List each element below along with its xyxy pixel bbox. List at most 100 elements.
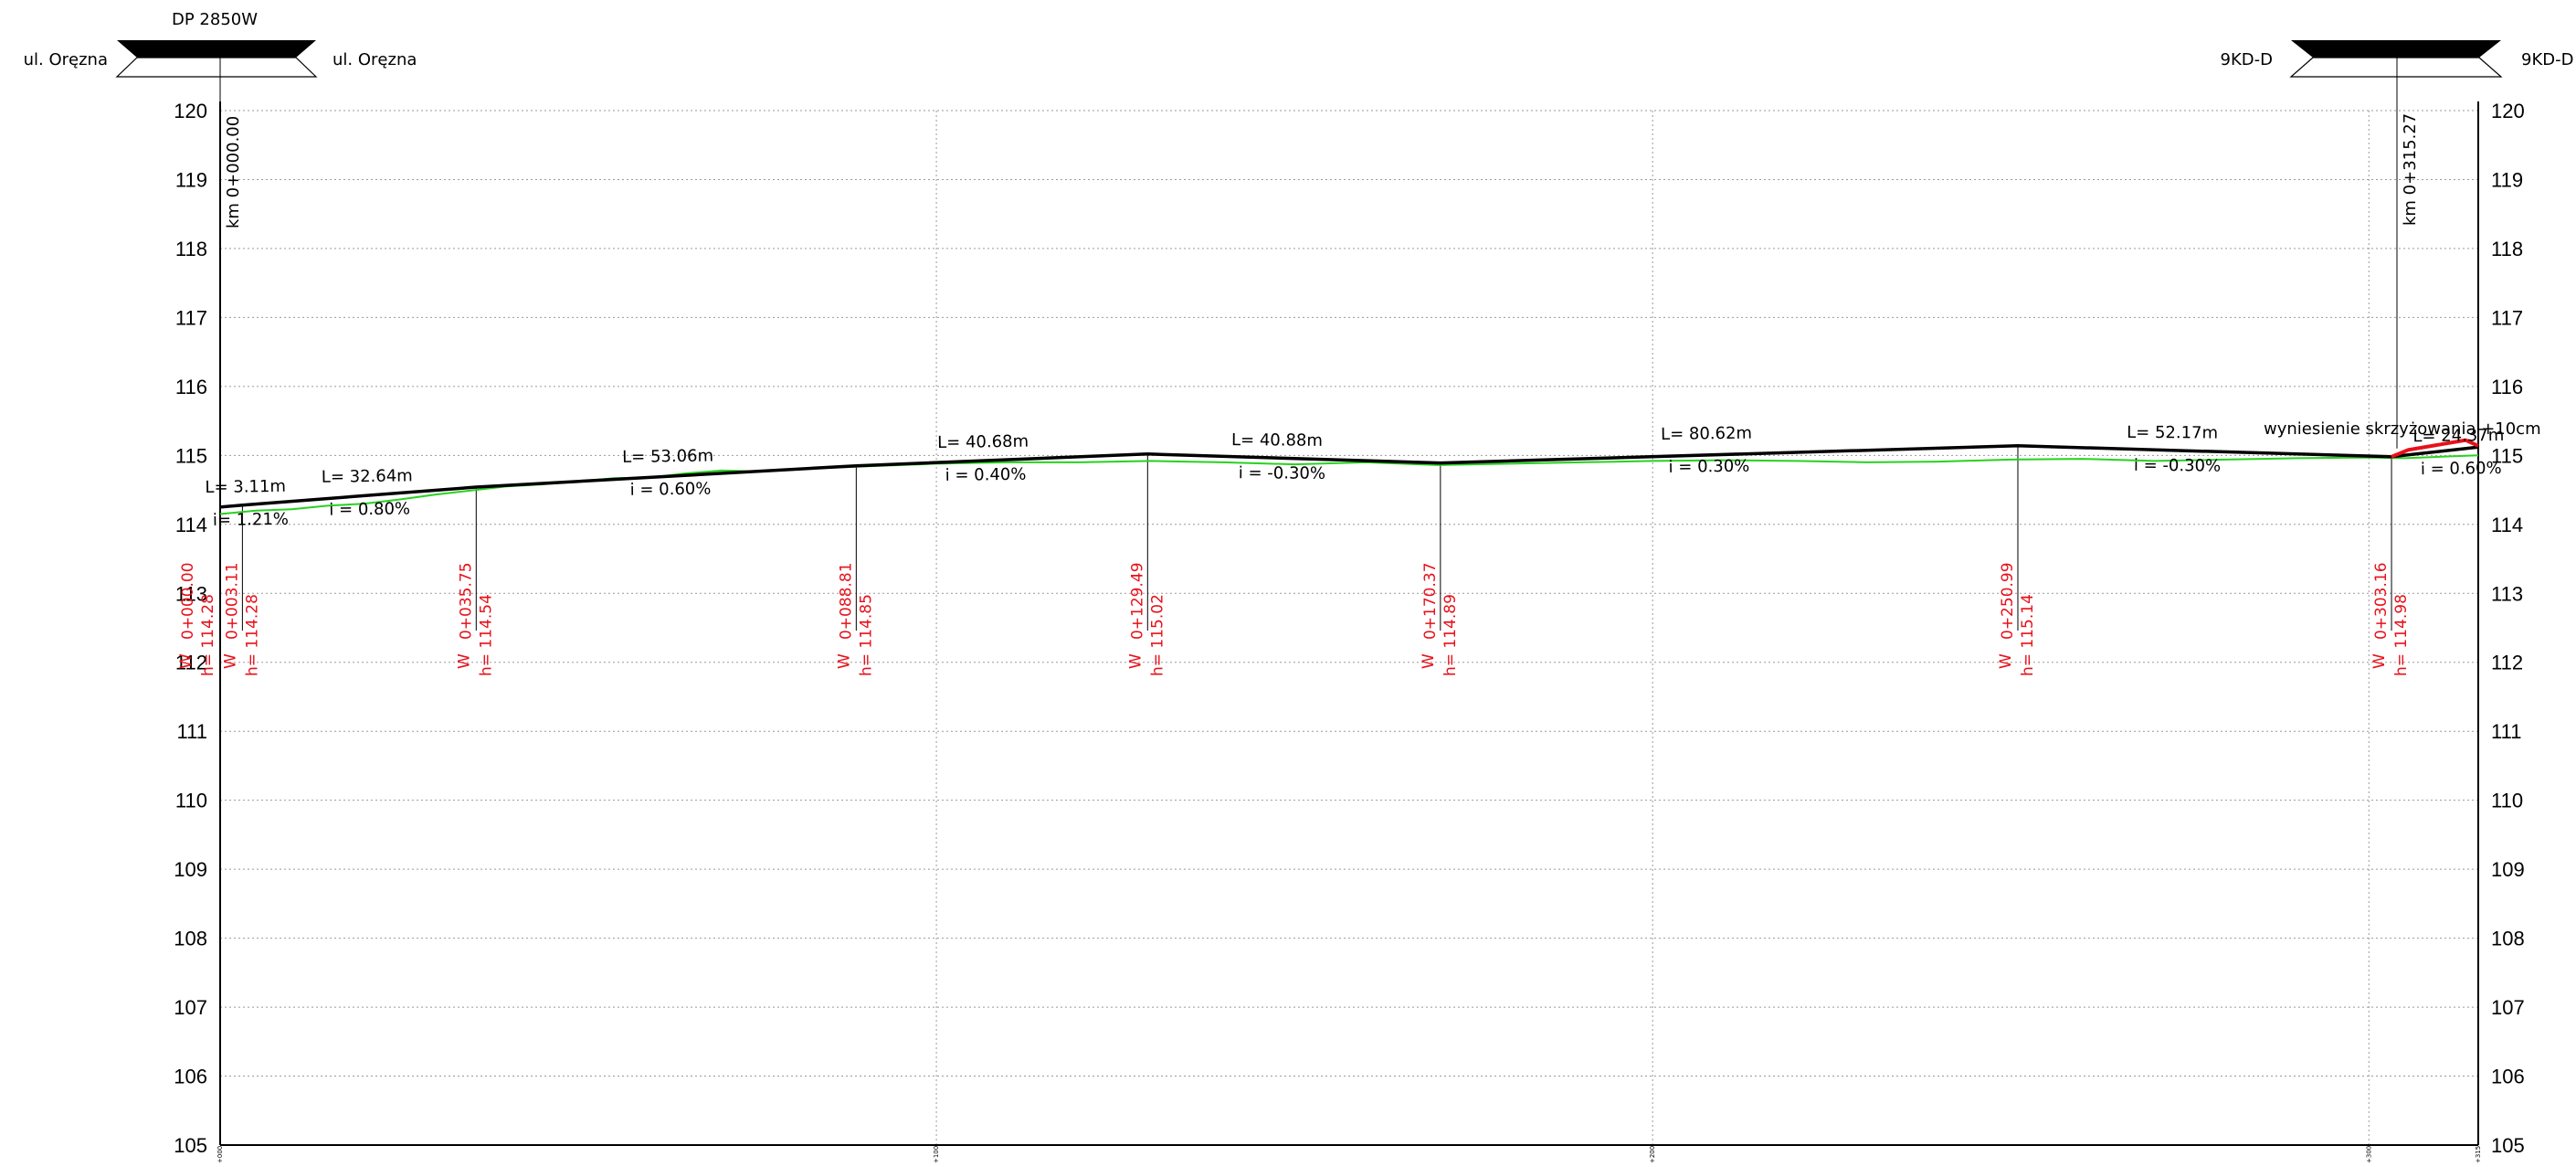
segment-grade-label: i = 0.80% <box>329 499 410 519</box>
segment-length-label: L= 52.17m <box>2127 423 2218 443</box>
vertex-chainage-label: 0+088.81 <box>837 562 855 640</box>
vertex-elevation-label: h= 114.89 <box>1441 594 1460 676</box>
left-street-right: ul. Oręzna <box>333 50 417 69</box>
vertex-chainage-label: 0+129.49 <box>1128 562 1146 640</box>
segment-grade-label: i= 1.21% <box>213 510 289 530</box>
y-tick-label-left: 107 <box>174 996 207 1019</box>
left-intersection-symbol: DP 2850W ul. Oręzna ul. Oręzna <box>24 10 417 78</box>
vertex-letter: W <box>1126 653 1145 669</box>
segment-length-label: L= 24.37m <box>2412 426 2504 446</box>
vertex-letter: W <box>177 653 195 669</box>
segment-length-label: L= 80.62m <box>1661 424 1752 444</box>
vertex-letter: W <box>221 653 239 669</box>
vertex-letter: W <box>835 653 853 669</box>
vertex-chainage-label: 0+000.00 <box>179 562 197 640</box>
segment-grade-label: i = 0.40% <box>945 465 1027 485</box>
segment-length-label: L= 40.88m <box>1231 430 1323 451</box>
vertex-chainage-label: 0+303.16 <box>2372 562 2391 640</box>
y-tick-label-right: 111 <box>2491 720 2521 743</box>
vertex-elevation-label: h= 114.28 <box>243 594 261 676</box>
segment-grade-label: i = -0.30% <box>2134 456 2221 476</box>
y-tick-label-left: 114 <box>175 514 207 536</box>
vertex-elevation-label: h= 115.02 <box>1148 594 1167 676</box>
y-tick-label-left: 109 <box>174 858 207 881</box>
terrain-line-group <box>219 454 2479 515</box>
left-intersection-name: DP 2850W <box>172 10 258 29</box>
x-tick-label: +300 <box>2365 1146 2372 1163</box>
axes: 105 105 106 106 107 107 108 108 109 109 110 110 111 1… <box>174 58 2525 1163</box>
segment-length-label: L= 53.06m <box>622 446 713 466</box>
grid <box>220 110 2478 1145</box>
segment-grade-label: i = -0.30% <box>1239 463 1325 483</box>
vertex-elevation-label: h= 114.85 <box>857 594 875 676</box>
vertex-letter: W <box>1420 653 1438 669</box>
y-tick-label-right: 116 <box>2491 376 2523 398</box>
y-tick-label-left: 120 <box>174 100 207 122</box>
vertex-letter: W <box>455 653 473 669</box>
y-tick-label-right: 114 <box>2491 514 2523 536</box>
y-tick-label-left: 117 <box>175 306 207 329</box>
x-tick-label: +000 <box>216 1146 224 1163</box>
y-tick-label-right: 120 <box>2491 100 2525 122</box>
segment-length-label: L= 3.11m <box>205 477 286 497</box>
y-tick-label-right: 110 <box>2491 790 2523 812</box>
x-tick-label: +315 <box>2475 1146 2482 1163</box>
y-tick-label-left: 118 <box>175 238 207 260</box>
x-tick-label: +200 <box>1649 1146 1656 1163</box>
vertex-elevation-label: h= 114.98 <box>2392 594 2411 676</box>
right-street-right: 9KD-D <box>2521 50 2573 69</box>
right-intersection-bottom-bar <box>2289 57 2503 78</box>
y-tick-label-right: 107 <box>2491 996 2525 1019</box>
left-street-left: ul. Oręzna <box>24 50 108 69</box>
y-tick-label-left: 106 <box>174 1066 207 1088</box>
chainage-label: km 0+315.27 <box>2401 113 2420 226</box>
vertex-labels: W0+000.00 h= 114.28 W0+003.11 h= 114.28 W0+0… <box>177 562 2411 676</box>
right-intersection-top-bar <box>2291 40 2501 58</box>
right-intersection-symbol: 9KD-D 9KD-D <box>2221 40 2573 78</box>
y-tick-label-right: 118 <box>2491 238 2523 260</box>
y-tick-label-right: 106 <box>2491 1066 2525 1088</box>
vertex-letter: W <box>2370 653 2389 669</box>
vertex-elevation-label: h= 114.54 <box>477 594 495 676</box>
y-tick-label-left: 108 <box>174 928 207 950</box>
vertex-letter: W <box>1997 653 2015 669</box>
vertex-leaders <box>219 445 2392 631</box>
raised-intersection-line <box>2391 438 2479 459</box>
vertex-chainage-label: 0+003.11 <box>223 562 241 640</box>
y-tick-label-left: 111 <box>177 720 207 743</box>
right-street-left: 9KD-D <box>2221 50 2273 69</box>
y-tick-label-right: 115 <box>2491 444 2523 467</box>
design-grade-line-group <box>219 438 2479 509</box>
vertex-chainage-label: 0+250.99 <box>1999 562 2017 640</box>
y-tick-label-left: 110 <box>175 790 207 812</box>
y-tick-label-right: 109 <box>2491 858 2525 881</box>
y-tick-label-right: 108 <box>2491 928 2525 950</box>
x-tick-label: +100 <box>933 1146 940 1163</box>
segment-length-label: L= 40.68m <box>937 432 1029 452</box>
y-tick-label-right: 105 <box>2491 1134 2525 1157</box>
y-tick-label-right: 112 <box>2491 652 2523 674</box>
segment-grade-label: i = 0.60% <box>2421 459 2502 479</box>
y-tick-label-left: 105 <box>174 1134 207 1157</box>
vertex-chainage-label: 0+170.37 <box>1421 562 1440 640</box>
y-tick-label-left: 119 <box>175 168 207 191</box>
vertex-chainage-label: 0+035.75 <box>457 562 475 640</box>
vertex-elevation-label: h= 114.28 <box>199 594 217 676</box>
y-tick-label-left: 113 <box>175 582 207 605</box>
raised-intersection-annotation: wyniesienie skrzyżowania +10cm <box>2264 419 2541 439</box>
segment-grade-label: i = 0.30% <box>1668 457 1749 477</box>
y-tick-label-left: 115 <box>175 444 207 467</box>
y-tick-label-right: 117 <box>2491 306 2523 329</box>
terrain-line <box>219 454 2479 515</box>
segment-length-label: L= 32.64m <box>322 466 413 486</box>
y-tick-label-left: 116 <box>175 376 207 398</box>
left-intersection-bottom-bar <box>115 57 318 78</box>
segment-grade-label: i = 0.60% <box>630 480 712 500</box>
y-tick-label-right: 119 <box>2491 168 2523 191</box>
y-tick-label-right: 113 <box>2491 582 2523 605</box>
left-intersection-top-bar <box>117 40 316 58</box>
y-tick-label-left: 112 <box>175 652 207 674</box>
chainage-label: km 0+000.00 <box>224 116 243 228</box>
segment-labels: L= 3.11m i= 1.21% L= 32.64m i = 0.80% L= 53.… <box>205 423 2504 530</box>
